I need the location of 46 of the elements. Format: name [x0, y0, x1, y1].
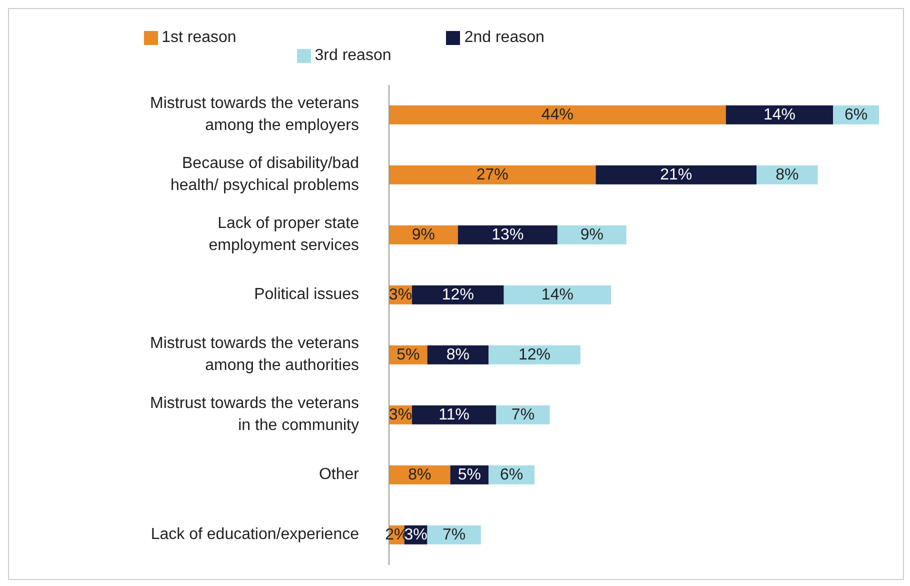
bar [488, 345, 580, 364]
bar [504, 285, 612, 304]
data-label: 9% [412, 226, 436, 244]
y-tick-label: Mistrust towards the veterans in the community [150, 395, 359, 434]
y-tick-label: Other [318, 466, 360, 484]
bar [389, 165, 596, 184]
data-label: 8% [776, 166, 799, 184]
legend-label: 3rd reason [314, 47, 392, 64]
data-label: 7% [511, 406, 535, 424]
data-label: 44% [541, 106, 574, 124]
bar [726, 105, 834, 124]
bar [458, 225, 558, 244]
y-tick-label: Lack of education/experience [150, 526, 360, 544]
data-label: 14% [541, 286, 574, 304]
data-label: 3% [388, 406, 412, 424]
bar [389, 105, 726, 124]
bar [389, 225, 458, 244]
legend-label: 2nd reason [464, 29, 544, 46]
bar [496, 405, 550, 424]
data-label: 7% [442, 526, 466, 544]
data-label: 9% [580, 226, 604, 244]
data-label: 5% [458, 466, 481, 484]
bar [557, 225, 626, 244]
y-tick-label: Political issues [254, 286, 359, 304]
data-label: 14% [763, 106, 796, 124]
y-tick-label: Mistrust towards the veterans among the authorities [150, 335, 359, 374]
bar [412, 405, 496, 424]
data-label: 3% [388, 286, 412, 304]
data-label: 12% [518, 346, 550, 364]
bar [596, 165, 756, 184]
data-label: 6% [500, 466, 524, 484]
data-label: 12% [442, 286, 474, 304]
bar [427, 525, 481, 544]
data-label: 5% [396, 346, 420, 364]
data-label: 8% [446, 346, 470, 364]
data-label: 27% [476, 166, 508, 184]
data-label: 11% [438, 406, 470, 424]
y-tick-label: Lack of proper state employment services [208, 215, 360, 254]
legend-label: 1st reason [162, 29, 236, 46]
y-tick-label: Mistrust towards the veterans among the employers [150, 95, 359, 134]
data-label: 13% [492, 226, 524, 244]
data-label: 21% [660, 166, 692, 184]
bar [412, 285, 504, 304]
y-tick-label: Because of disability/bad health/ psychical problems [170, 155, 359, 194]
data-label: 6% [844, 106, 868, 124]
data-label: 8% [408, 466, 432, 484]
